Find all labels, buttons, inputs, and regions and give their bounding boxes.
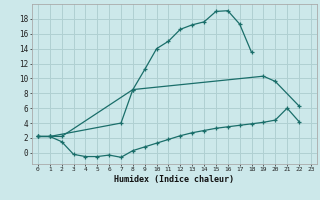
X-axis label: Humidex (Indice chaleur): Humidex (Indice chaleur): [115, 175, 234, 184]
